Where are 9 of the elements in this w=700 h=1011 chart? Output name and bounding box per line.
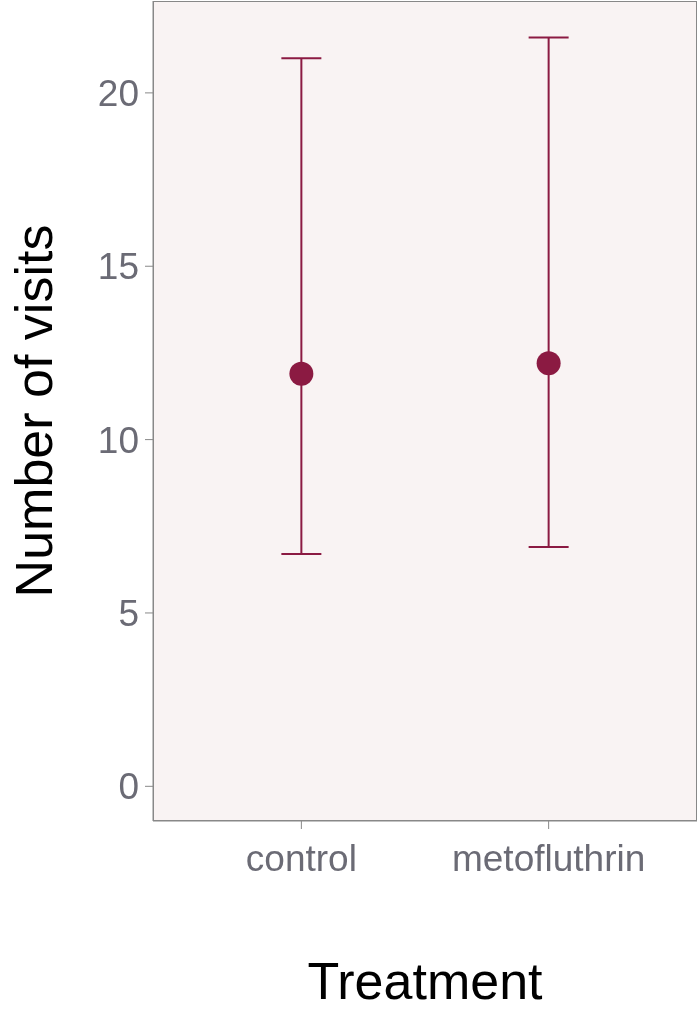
- x-axis-title: Treatment: [307, 952, 544, 1010]
- y-tick-label: 20: [97, 73, 139, 115]
- y-tick-label: 10: [97, 419, 139, 461]
- y-tick-label: 0: [118, 766, 139, 808]
- y-tick-label: 15: [97, 246, 139, 288]
- x-tick-label: control: [245, 838, 357, 880]
- y-axis-title: Number of visits: [5, 224, 64, 598]
- x-tick-label: metofluthrin: [451, 838, 646, 880]
- y-tick-label: 5: [118, 593, 139, 635]
